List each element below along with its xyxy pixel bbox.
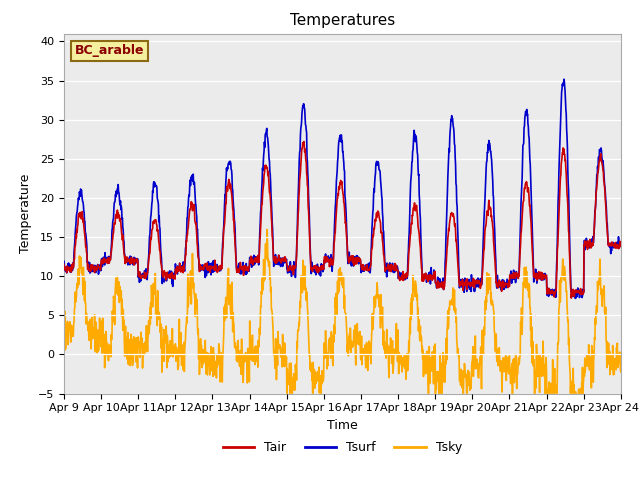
Tair [551, 290, 559, 296]
Tsurf [246, 259, 254, 264]
Tsurf [502, 280, 509, 286]
Tsky [60, 318, 68, 324]
Tsurf [617, 243, 625, 249]
Tair [568, 295, 575, 301]
Tair [246, 258, 254, 264]
Tair [617, 241, 625, 247]
Tsky [429, 356, 437, 361]
Tsky [551, 414, 559, 420]
Tsky [184, 271, 191, 277]
Tair [60, 262, 68, 267]
Tsky [617, 369, 625, 375]
Line: Tsurf: Tsurf [64, 79, 621, 299]
Tsurf [429, 275, 436, 281]
Tsky [502, 353, 509, 359]
X-axis label: Time: Time [327, 419, 358, 432]
Tair [300, 139, 308, 144]
Tsurf [170, 274, 178, 279]
Tsky [263, 227, 271, 232]
Tair [170, 274, 178, 279]
Tsky [246, 357, 254, 362]
Tsurf [551, 287, 559, 292]
Tsurf [572, 296, 579, 301]
Line: Tair: Tair [64, 142, 621, 298]
Title: Temperatures: Temperatures [290, 13, 395, 28]
Tsky [570, 415, 578, 420]
Tsky [170, 344, 178, 349]
Tair [184, 226, 191, 232]
Y-axis label: Temperature: Temperature [19, 174, 33, 253]
Legend: Tair, Tsurf, Tsky: Tair, Tsurf, Tsky [218, 436, 467, 459]
Tair [429, 276, 437, 281]
Tsurf [60, 258, 68, 264]
Text: BC_arable: BC_arable [75, 44, 145, 58]
Tair [502, 282, 509, 288]
Tsurf [184, 204, 191, 210]
Tsurf [560, 76, 568, 82]
Line: Tsky: Tsky [64, 229, 621, 418]
